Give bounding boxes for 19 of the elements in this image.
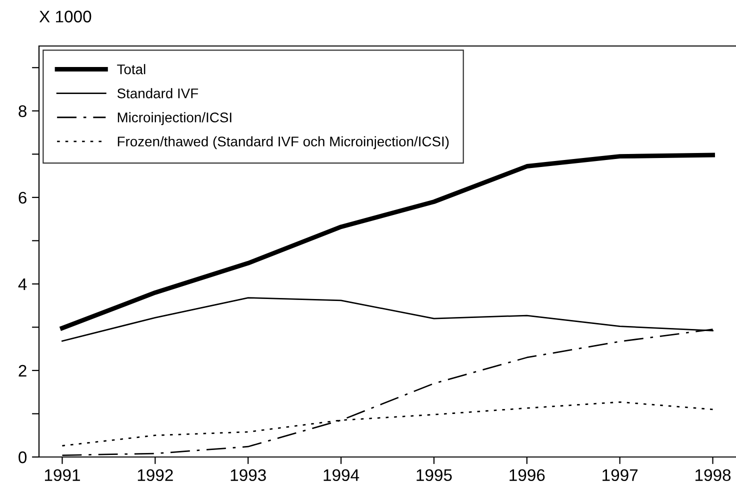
y-tick-label: 6 (18, 192, 26, 204)
x-tick-label: 1997 (602, 469, 638, 482)
legend-label: Standard IVF (117, 88, 198, 98)
legend-label: Microinjection/ICSI (118, 112, 232, 126)
x-tick-label: 1998 (696, 469, 731, 482)
y-axis-title: X 1000 (39, 10, 92, 22)
x-tick-label: 1996 (510, 469, 545, 482)
legend-label: Total (117, 64, 146, 74)
y-tick-label: 2 (18, 364, 26, 377)
y-tick-label: 0 (18, 451, 27, 464)
x-tick-label: 1992 (138, 469, 173, 482)
x-tick-label: 1991 (44, 469, 80, 482)
x-tick-label: 1995 (416, 469, 452, 482)
y-tick-label: 4 (18, 278, 27, 290)
legend-label: Frozen/thawed (Standard IVF och Microinjection/ICSI) (118, 136, 449, 150)
x-tick-label: 1993 (230, 469, 266, 482)
line-series (60, 152, 715, 330)
y-tick-label: 8 (18, 105, 26, 118)
x-tick-label: 1994 (324, 469, 360, 482)
